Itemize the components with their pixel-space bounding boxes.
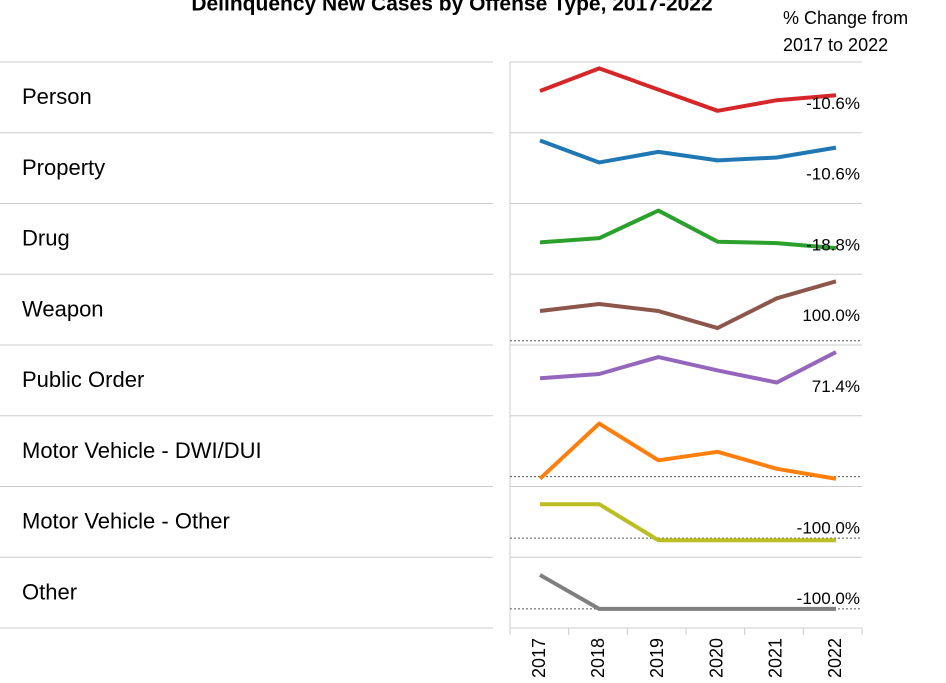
row-label: Person	[22, 84, 92, 109]
series-line	[539, 279, 837, 331]
x-tick-label: 2022	[825, 638, 845, 678]
x-tick-label: 2018	[588, 638, 608, 678]
series-line	[539, 573, 836, 611]
column-header: 2017 to 2022	[783, 35, 888, 55]
change-label: -100.0%	[797, 589, 860, 608]
row-label: Drug	[22, 226, 70, 251]
series-line	[539, 208, 837, 251]
x-tick-label: 2020	[706, 638, 726, 678]
row-label: Property	[22, 155, 105, 180]
series-line	[540, 502, 836, 543]
change-label: -100.0%	[797, 518, 860, 537]
row-label: Motor Vehicle - DWI/DUI	[22, 438, 262, 463]
row-label: Weapon	[22, 296, 104, 321]
series-line	[539, 66, 837, 113]
series-line	[539, 138, 837, 165]
change-label: 71.4%	[812, 377, 860, 396]
x-tick-label: 2019	[647, 638, 667, 678]
x-tick-label: 2021	[766, 638, 786, 678]
change-label: 100.0%	[802, 306, 860, 325]
change-label: -10.6%	[806, 165, 860, 184]
chart-title: Delinquency New Cases by Offense Type, 2…	[191, 0, 712, 16]
change-label: -18.8%	[806, 235, 860, 254]
row-label: Other	[22, 579, 77, 604]
series-line	[539, 350, 837, 385]
row-label: Motor Vehicle - Other	[22, 509, 230, 534]
column-header: % Change from	[783, 8, 908, 28]
row-label: Public Order	[22, 367, 144, 392]
change-label: -10.6%	[806, 94, 860, 113]
x-tick-label: 2017	[529, 638, 549, 678]
series-line	[538, 421, 837, 481]
